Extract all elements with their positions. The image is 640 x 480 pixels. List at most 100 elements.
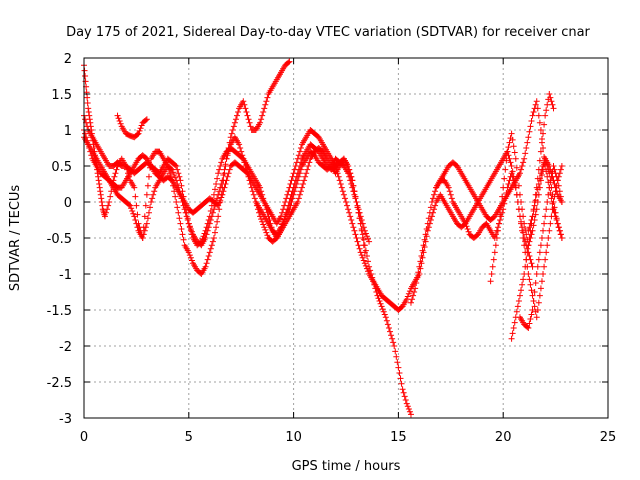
data-point: [214, 175, 221, 182]
data-point: [538, 278, 545, 285]
data-point: [506, 155, 513, 162]
data-point: [261, 224, 268, 231]
axis-ticks: 0 5 10 15 20 25 2 1.5 1 0.5 0 -0.5 -1 -1.5 -2 -2.5 -3: [47, 52, 617, 445]
chart-title: Day 175 of 2021, Sidereal Day-to-day VTE…: [66, 25, 590, 40]
data-point: [174, 181, 181, 187]
data-point: [528, 311, 535, 318]
data-point: [279, 221, 286, 228]
data-point: [352, 231, 359, 238]
data-point: [376, 298, 383, 304]
data-point: [213, 224, 220, 231]
data-point: [392, 348, 399, 355]
data-point: [297, 188, 304, 195]
data-point: [134, 131, 141, 138]
data-point: [239, 152, 246, 159]
data-point: [295, 195, 302, 202]
data-point: [550, 105, 557, 112]
data-point: [522, 263, 529, 270]
data-point: [489, 263, 496, 270]
data-point: [107, 193, 114, 200]
data-point: [533, 98, 540, 105]
data-point: [350, 224, 357, 231]
data-point: [446, 188, 453, 195]
data-point: [220, 172, 227, 178]
data-point: [349, 184, 356, 191]
data-point: [350, 188, 357, 195]
data-point: [297, 145, 304, 151]
data-point: [339, 188, 346, 195]
data-point: [502, 166, 509, 173]
y-tick-label: -1.5: [47, 304, 72, 319]
data-point: [421, 244, 428, 250]
data-point: [544, 101, 551, 108]
x-tick-label: 20: [495, 430, 512, 445]
data-point: [400, 389, 407, 396]
data-point: [553, 215, 560, 222]
data-point: [293, 159, 300, 166]
data-point: [527, 123, 534, 130]
data-point: [349, 220, 356, 227]
data-point: [177, 191, 184, 198]
data-point: [383, 317, 390, 324]
data-point: [260, 221, 267, 228]
data-point: [526, 224, 533, 231]
data-point: [511, 179, 518, 186]
data-point: [537, 285, 544, 292]
data-point: [525, 242, 532, 249]
data-point: [338, 184, 345, 191]
data-point: [380, 308, 387, 315]
data-point: [230, 123, 237, 130]
data-point: [508, 130, 515, 137]
data-point: [541, 220, 548, 227]
data-point: [117, 120, 124, 127]
data-point: [214, 195, 221, 202]
data-point: [188, 228, 195, 235]
data-point: [204, 227, 211, 234]
data-point: [180, 202, 187, 209]
data-point: [555, 182, 562, 189]
data-point: [543, 206, 550, 213]
data-point: [280, 218, 287, 225]
data-point: [183, 213, 190, 220]
data-point: [114, 112, 121, 119]
data-point: [98, 199, 105, 205]
data-point: [347, 177, 354, 184]
data-point: [336, 177, 343, 184]
data-point: [143, 116, 150, 123]
data-point: [521, 155, 528, 162]
data-point: [488, 271, 495, 277]
data-point: [258, 216, 265, 223]
data-point: [337, 181, 344, 187]
data-point: [524, 139, 531, 146]
data-point: [264, 232, 271, 239]
data-point: [184, 217, 191, 223]
data-point: [346, 173, 353, 180]
data-point: [494, 227, 501, 234]
data-point: [343, 199, 349, 205]
data-point: [174, 166, 181, 173]
data-point: [412, 285, 419, 292]
data-point: [535, 299, 542, 306]
data-point: [531, 289, 538, 295]
data-point: [514, 303, 521, 310]
data-point: [296, 148, 303, 155]
x-tick-label: 5: [185, 430, 193, 445]
data-point: [553, 188, 560, 195]
data-point: [219, 177, 226, 184]
y-tick-label: 2: [64, 52, 72, 67]
data-point: [465, 228, 472, 235]
data-point: [558, 235, 565, 241]
data-point: [291, 188, 298, 195]
data-point: [366, 238, 373, 245]
data-point: [395, 364, 402, 371]
data-point: [170, 169, 177, 176]
data-point: [536, 157, 543, 164]
data-point: [416, 271, 423, 277]
data-point: [182, 209, 189, 216]
data-point: [203, 260, 210, 267]
data-point: [384, 321, 391, 328]
data-point: [176, 215, 183, 222]
x-axis-label: GPS time / hours: [292, 459, 401, 474]
data-point: [258, 116, 265, 123]
